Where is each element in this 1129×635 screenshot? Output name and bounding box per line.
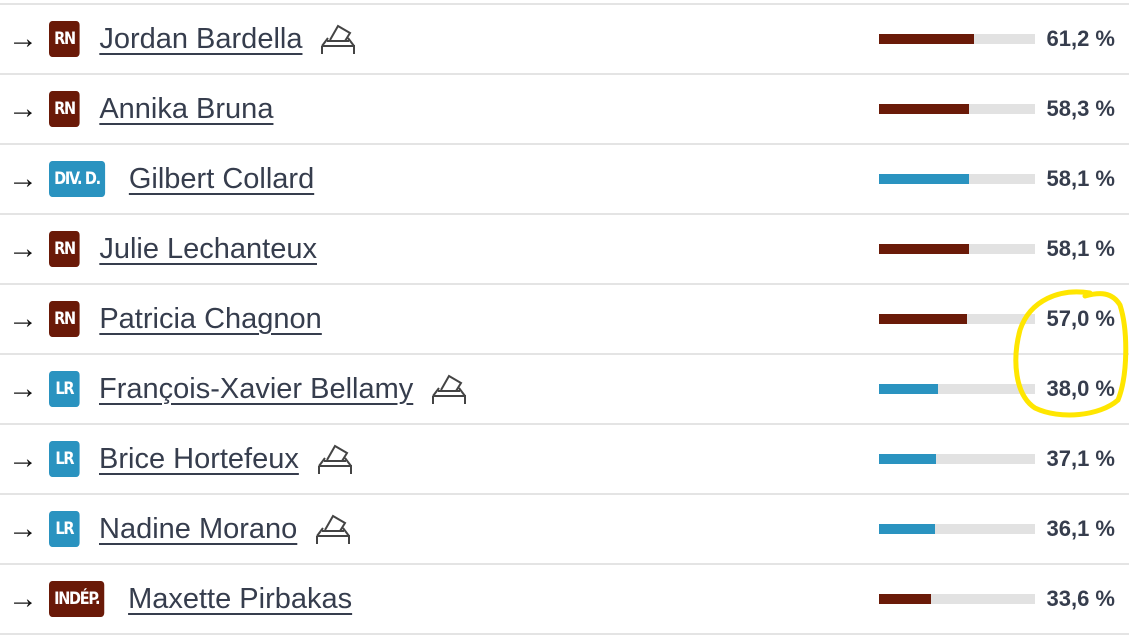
party-badge: LR — [49, 371, 80, 407]
score-value: 58,1 % — [1046, 236, 1116, 261]
candidate-name-link[interactable]: Annika Bruna — [99, 92, 274, 125]
score-bar-fill — [878, 384, 938, 394]
party-badge: RN — [49, 21, 80, 57]
score-value: 33,6 % — [1046, 586, 1116, 611]
score-bar-fill — [878, 454, 937, 464]
score: 58,1 % — [878, 145, 1116, 213]
score-bar — [878, 314, 1035, 324]
candidate-name-link[interactable]: François-Xavier Bellamy — [99, 372, 414, 405]
score: 33,6 % — [878, 565, 1116, 633]
score-value: 58,1 % — [1046, 166, 1116, 191]
results-list: → RN Jordan Bardella 61,2 % → RN Annika … — [0, 3, 1129, 635]
arrow-right-icon[interactable]: → — [8, 442, 38, 475]
arrow-right-icon[interactable]: → — [8, 582, 38, 615]
score: 58,1 % — [878, 215, 1116, 283]
score: 57,0 % — [878, 285, 1116, 353]
score-bar — [878, 104, 1035, 114]
score-bar — [878, 594, 1035, 604]
score-bar — [878, 524, 1035, 534]
score-bar-fill — [878, 34, 974, 44]
score-bar-fill — [878, 244, 970, 254]
score: 58,3 % — [878, 75, 1116, 143]
arrow-right-icon[interactable]: → — [8, 162, 38, 195]
score: 38,0 % — [878, 355, 1116, 423]
ballot-box-icon — [315, 442, 355, 476]
party-badge: DIV. D. — [49, 161, 105, 197]
arrow-right-icon[interactable]: → — [8, 92, 38, 125]
ballot-box-icon — [313, 512, 353, 546]
score-bar — [878, 454, 1035, 464]
candidate-row: → RN Annika Bruna 58,3 % — [0, 75, 1129, 145]
candidate-name-link[interactable]: Gilbert Collard — [128, 162, 315, 195]
party-badge: RN — [49, 91, 80, 127]
arrow-right-icon[interactable]: → — [8, 512, 38, 545]
score-bar-fill — [878, 594, 931, 604]
score-value: 38,0 % — [1046, 376, 1116, 401]
score-bar-fill — [878, 524, 935, 534]
candidate-name-link[interactable]: Maxette Pirbakas — [128, 582, 353, 615]
party-badge: RN — [49, 301, 80, 337]
candidate-name-link[interactable]: Nadine Morano — [99, 512, 298, 545]
arrow-right-icon[interactable]: → — [8, 302, 38, 335]
party-badge: LR — [49, 441, 80, 477]
score-bar-fill — [878, 174, 970, 184]
candidate-row: → LR Nadine Morano 36,1 % — [0, 495, 1129, 565]
party-badge: INDÉP. — [49, 581, 105, 617]
score-bar-fill — [878, 314, 968, 324]
score-value: 36,1 % — [1046, 516, 1116, 541]
party-badge: LR — [49, 511, 80, 547]
candidate-row: → RN Jordan Bardella 61,2 % — [0, 5, 1129, 75]
score-bar — [878, 244, 1035, 254]
score-bar — [878, 174, 1035, 184]
candidate-name-link[interactable]: Brice Hortefeux — [99, 442, 299, 475]
candidate-row: → LR Brice Hortefeux 37,1 % — [0, 425, 1129, 495]
candidate-name-link[interactable]: Patricia Chagnon — [99, 302, 322, 335]
arrow-right-icon[interactable]: → — [8, 22, 38, 55]
candidate-row: → DIV. D. Gilbert Collard 58,1 % — [0, 145, 1129, 215]
candidate-name-link[interactable]: Jordan Bardella — [99, 22, 303, 55]
score: 37,1 % — [878, 425, 1116, 493]
candidate-name-link[interactable]: Julie Lechanteux — [99, 232, 317, 265]
ballot-box-icon — [318, 22, 358, 56]
ballot-box-icon — [429, 372, 469, 406]
candidate-row: → RN Patricia Chagnon 57,0 % — [0, 285, 1129, 355]
score: 61,2 % — [878, 5, 1116, 73]
score-bar — [878, 384, 1035, 394]
arrow-right-icon[interactable]: → — [8, 232, 38, 265]
score-bar — [878, 34, 1035, 44]
score-value: 37,1 % — [1046, 446, 1116, 471]
score: 36,1 % — [878, 495, 1116, 563]
candidate-row: → RN Julie Lechanteux 58,1 % — [0, 215, 1129, 285]
score-value: 57,0 % — [1046, 306, 1116, 331]
score-value: 58,3 % — [1046, 96, 1116, 121]
arrow-right-icon[interactable]: → — [8, 372, 38, 405]
score-bar-fill — [878, 104, 970, 114]
party-badge: RN — [49, 231, 80, 267]
candidate-row: → LR François-Xavier Bellamy 38,0 % — [0, 355, 1129, 425]
score-value: 61,2 % — [1046, 26, 1116, 51]
